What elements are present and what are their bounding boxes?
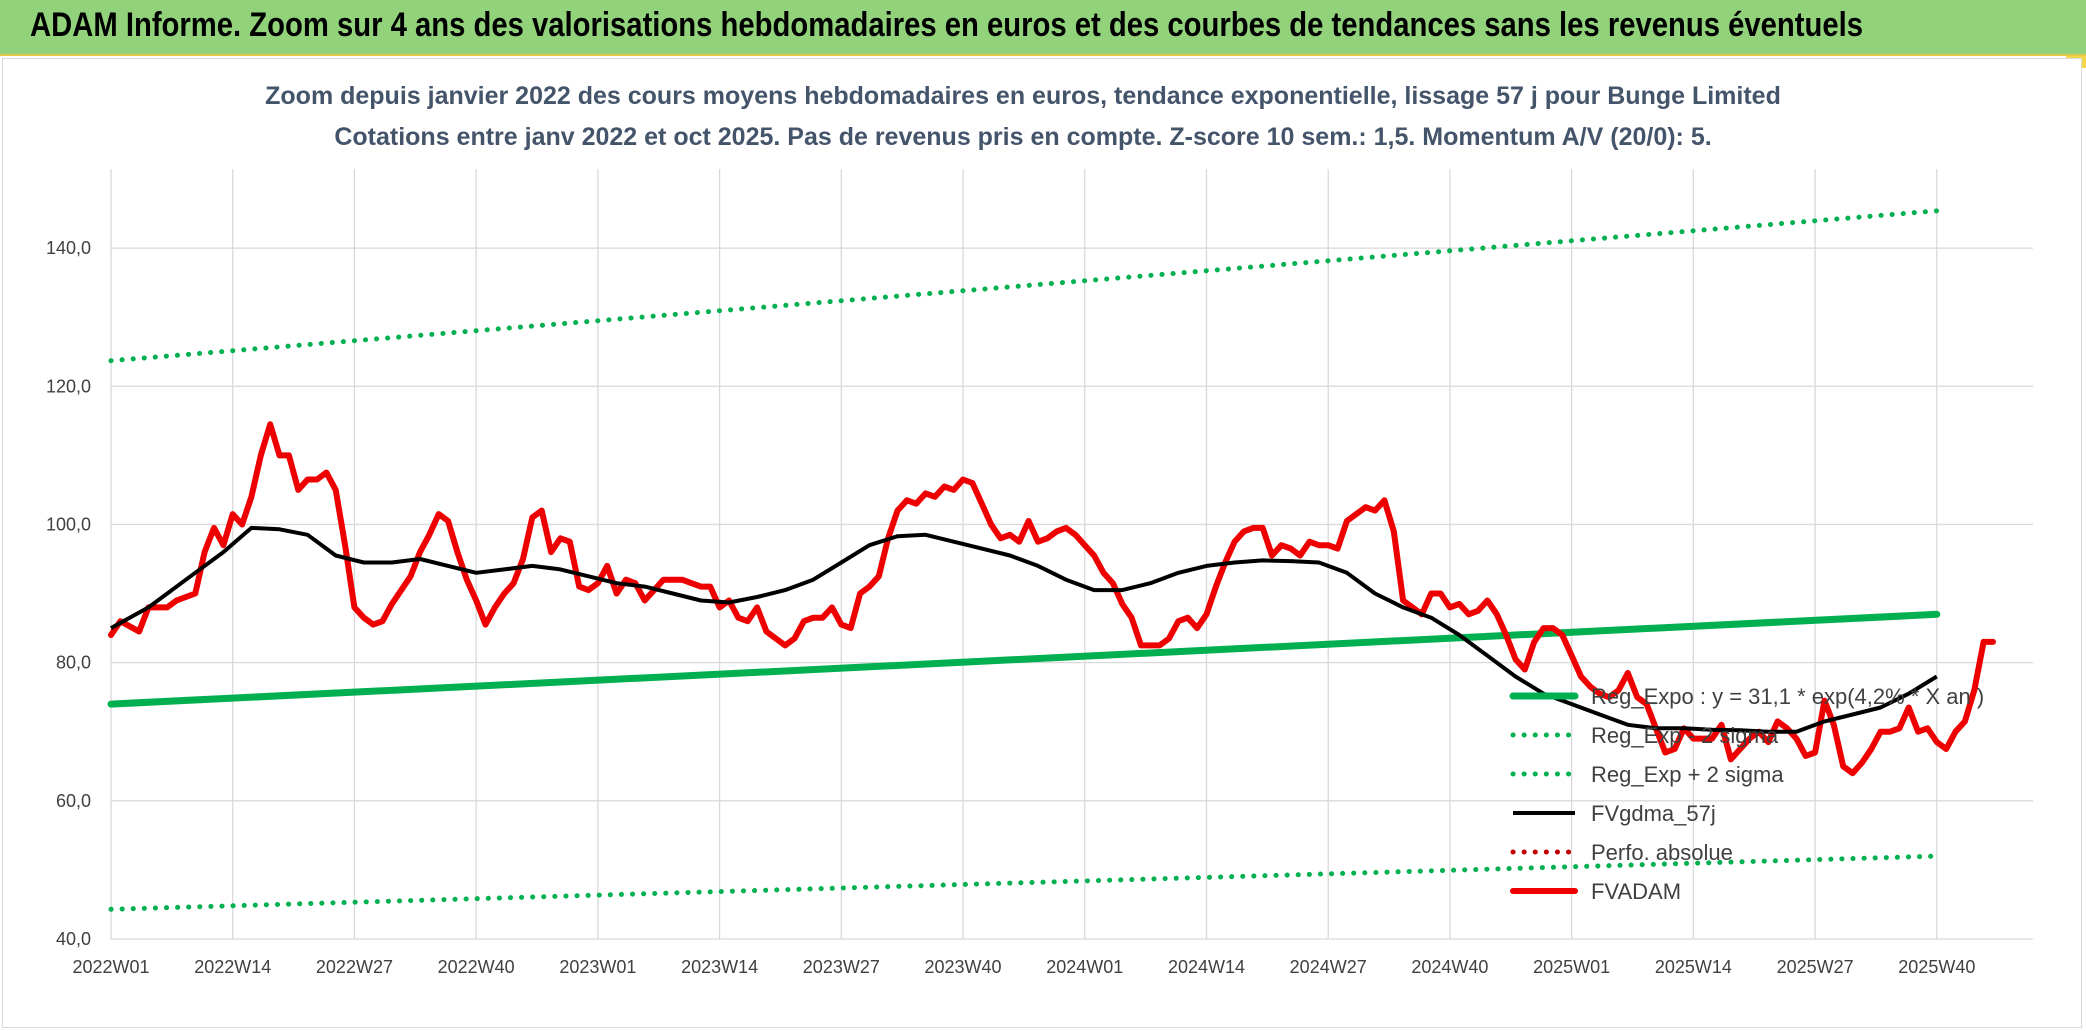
x-tick-label: 2025W14: [1655, 957, 1732, 977]
axes: 40,0 60,0 80,0 100,0 120,0 140,0 2022W01 2022W1…: [46, 238, 1975, 977]
series-line-fvadam: [108, 421, 1996, 777]
x-tick-label: 2024W01: [1046, 957, 1123, 977]
y-tick-label: 60,0: [56, 791, 91, 811]
chart-area: Zoom depuis janvier 2022 des cours moyen…: [2, 58, 2082, 1028]
x-tick-label: 2022W01: [72, 957, 149, 977]
x-tick-label: 2025W40: [1898, 957, 1975, 977]
legend-label: FVgdma_57j: [1591, 801, 1716, 826]
x-tick-label: 2022W27: [316, 957, 393, 977]
report-banner: ADAM Informe. Zoom sur 4 ans des valoris…: [0, 0, 2086, 56]
y-tick-label: 80,0: [56, 653, 91, 673]
series-line-reg_exp: [108, 208, 1940, 364]
x-tick-label: 2024W40: [1411, 957, 1488, 977]
x-tick-label: 2023W01: [559, 957, 636, 977]
x-tick-label: 2022W14: [194, 957, 271, 977]
legend-label: Reg_Exp - 2 sigma: [1591, 723, 1779, 748]
grid: [110, 169, 2033, 940]
chart-subtitle: Cotations entre janv 2022 et oct 2025. P…: [334, 123, 1711, 151]
legend-label: Reg_Exp + 2 sigma: [1591, 762, 1784, 787]
x-tick-label: 2024W14: [1168, 957, 1245, 977]
x-tick-label: 2023W27: [803, 957, 880, 977]
legend: Reg_Expo : y = 31,1 * exp(4,2% * X an ) R…: [1509, 684, 1984, 904]
x-tick-label: 2024W27: [1290, 957, 1367, 977]
y-tick-label: 140,0: [46, 238, 91, 258]
report-title: ADAM Informe. Zoom sur 4 ans des valoris…: [30, 6, 1863, 44]
series-line-reg_expo: [107, 610, 1941, 708]
x-tick-label: 2022W40: [438, 957, 515, 977]
series-line-fvgdma_57j: [110, 525, 1938, 734]
legend-label: Reg_Expo : y = 31,1 * exp(4,2% * X an ): [1591, 684, 1984, 709]
series-line-reg_exp: [108, 853, 1940, 912]
y-tick-label: 120,0: [46, 376, 91, 396]
x-tick-label: 2025W27: [1777, 957, 1854, 977]
legend-label: Perfo. absolue: [1591, 840, 1733, 865]
series: [107, 208, 1996, 912]
x-tick-label: 2023W14: [681, 957, 758, 977]
x-tick-label: 2023W40: [925, 957, 1002, 977]
legend-label: FVADAM: [1591, 879, 1681, 904]
line-chart: Zoom depuis janvier 2022 des cours moyen…: [46, 82, 2033, 977]
y-tick-label: 40,0: [56, 929, 91, 949]
chart-title: Zoom depuis janvier 2022 des cours moyen…: [265, 82, 1781, 110]
x-tick-label: 2025W01: [1533, 957, 1610, 977]
y-tick-label: 100,0: [46, 514, 91, 534]
